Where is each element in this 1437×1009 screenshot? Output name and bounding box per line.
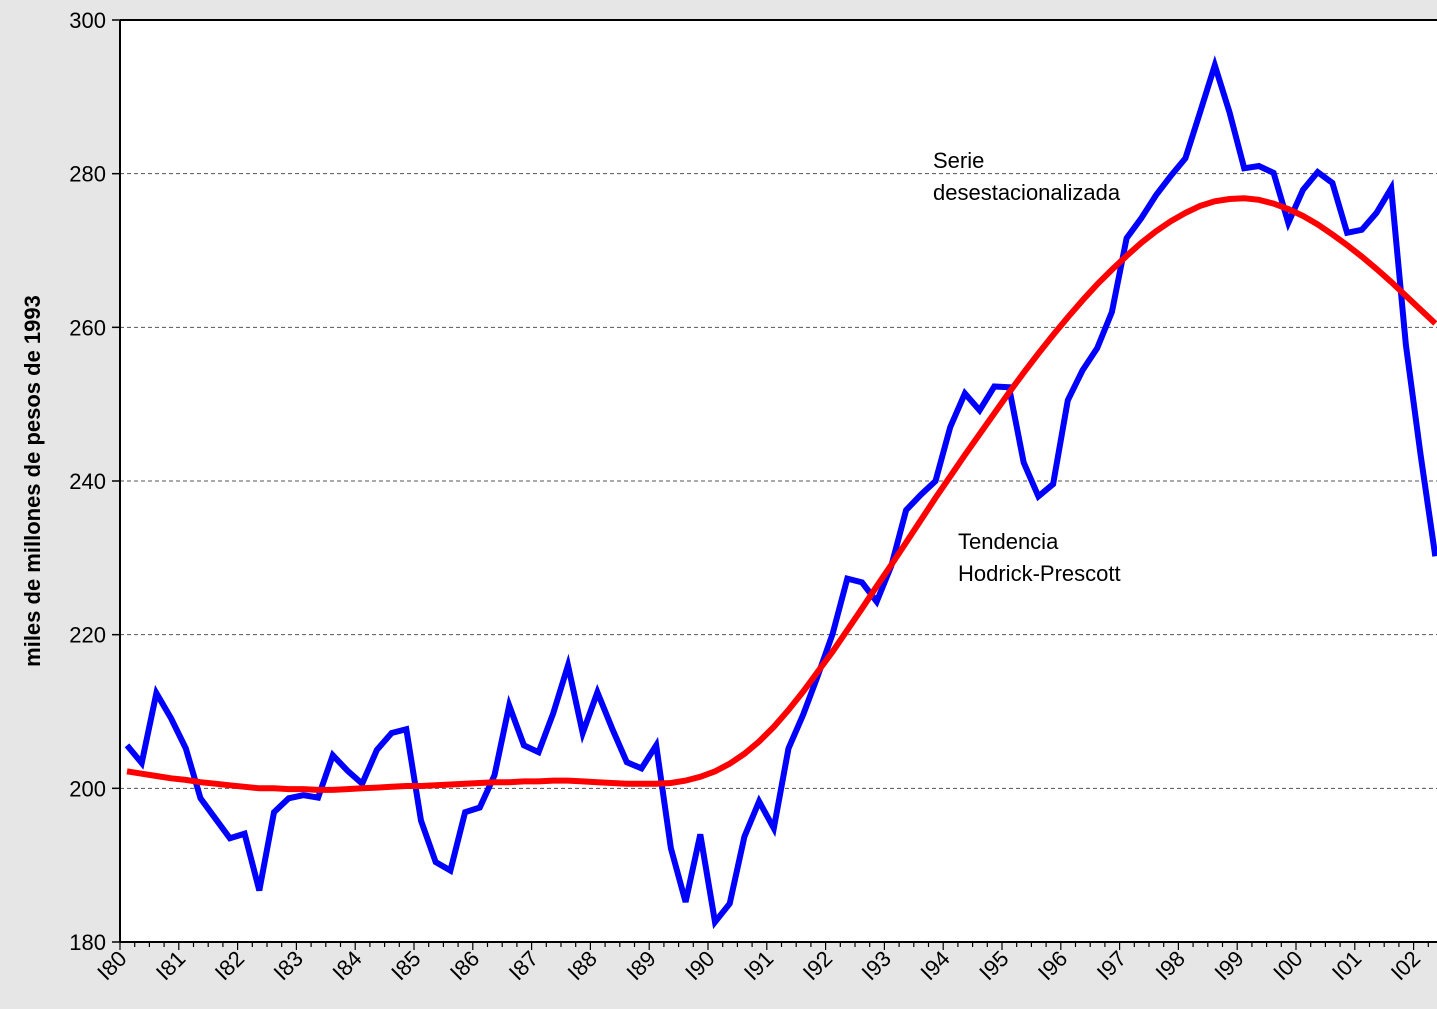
series-label: Tendencia [958, 529, 1059, 554]
y-axis-label: miles de millones de pesos de 1993 [20, 295, 45, 667]
series-label: desestacionalizada [933, 180, 1121, 205]
x-tick-label: I00 [1268, 946, 1307, 985]
x-tick-label: I95 [974, 946, 1013, 985]
x-tick-label: I89 [621, 946, 660, 985]
series-label: Hodrick-Prescott [958, 561, 1121, 586]
series-line [126, 195, 1437, 793]
x-tick-label: I02 [1386, 946, 1425, 985]
x-tick-label: I85 [386, 946, 425, 985]
x-tick-label: I99 [1209, 946, 1248, 985]
y-tick-label: 180 [69, 930, 106, 955]
y-tick-label: 200 [69, 776, 106, 801]
x-tick-label: I94 [915, 946, 954, 985]
x-tick-label: I82 [210, 946, 249, 985]
plot-lines [124, 55, 1437, 930]
series-line [124, 55, 1437, 930]
series-label: Serie [933, 148, 984, 173]
x-tick-label: I96 [1033, 946, 1072, 985]
x-tick-label: I83 [269, 946, 308, 985]
x-tick-label: I88 [563, 946, 602, 985]
y-tick-label: 300 [69, 8, 106, 33]
y-tick-label: 220 [69, 623, 106, 648]
x-tick-label: I91 [739, 946, 778, 985]
x-tick-label: I93 [857, 946, 896, 985]
x-tick-label: I98 [1151, 946, 1190, 985]
x-tick-label: I97 [1092, 946, 1131, 985]
y-tick-label: 240 [69, 469, 106, 494]
y-tick-label: 280 [69, 162, 106, 187]
x-tick-label: I81 [151, 946, 190, 985]
x-tick-label: I87 [504, 946, 543, 985]
x-tick-label: I86 [445, 946, 484, 985]
x-tick-label: I01 [1327, 946, 1366, 985]
x-tick-label: I90 [680, 946, 719, 985]
y-tick-label: 260 [69, 315, 106, 340]
x-tick-label: I92 [798, 946, 837, 985]
x-tick-label: I84 [327, 946, 366, 985]
